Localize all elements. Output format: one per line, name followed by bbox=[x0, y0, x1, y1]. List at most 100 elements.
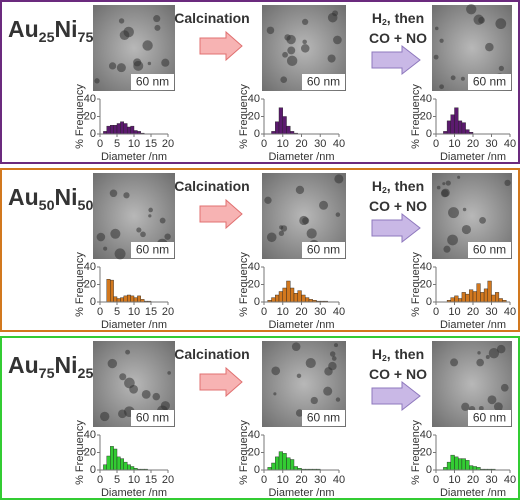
particle bbox=[123, 26, 134, 38]
text-part: CO + NO bbox=[369, 30, 427, 46]
x-tick-label: 5 bbox=[114, 474, 120, 486]
particle bbox=[302, 217, 310, 225]
x-tick-label: 10 bbox=[448, 474, 460, 486]
x-tick-label: 15 bbox=[145, 138, 157, 150]
particle bbox=[466, 4, 477, 15]
x-tick-label: 40 bbox=[504, 306, 516, 318]
text-part: , then bbox=[387, 178, 424, 194]
particle bbox=[496, 344, 506, 354]
bar bbox=[286, 125, 291, 135]
particle bbox=[148, 207, 153, 213]
particle bbox=[485, 42, 494, 52]
bar bbox=[472, 466, 477, 471]
bar bbox=[137, 295, 141, 303]
particle bbox=[327, 12, 338, 23]
subscript: 25 bbox=[39, 30, 55, 46]
bar bbox=[106, 125, 111, 135]
bar bbox=[458, 458, 463, 471]
bar bbox=[472, 291, 477, 303]
step-label: H2, then bbox=[372, 10, 424, 28]
x-tick-label: 0 bbox=[433, 474, 439, 486]
particle bbox=[485, 355, 490, 360]
particle bbox=[333, 343, 339, 348]
y-tick-label: 40 bbox=[420, 93, 432, 105]
y-axis-label: % Frequency bbox=[238, 420, 250, 485]
step-label: Calcination bbox=[174, 10, 249, 26]
particle bbox=[331, 356, 337, 361]
y-tick-label: 0 bbox=[254, 464, 260, 476]
subscript: 2 bbox=[382, 17, 387, 27]
text-part: Au bbox=[8, 184, 39, 210]
bar bbox=[454, 295, 459, 303]
bar bbox=[133, 130, 138, 135]
scale-bar-box bbox=[302, 242, 345, 258]
scale-bar-box bbox=[468, 410, 511, 426]
particle bbox=[141, 389, 151, 399]
bar bbox=[123, 461, 128, 471]
text-part: , then bbox=[387, 10, 424, 26]
particle bbox=[107, 358, 118, 369]
particle bbox=[495, 18, 507, 30]
y-tick-label: 40 bbox=[420, 429, 432, 441]
y-tick-label: 20 bbox=[248, 446, 260, 458]
scale-bar-label: 60 nm bbox=[473, 243, 506, 257]
y-tick-label: 20 bbox=[84, 278, 96, 290]
bar bbox=[126, 294, 131, 303]
bar bbox=[487, 280, 492, 303]
particle bbox=[319, 200, 329, 210]
bar bbox=[293, 293, 298, 303]
particle bbox=[498, 65, 504, 71]
bar bbox=[290, 459, 295, 471]
particle bbox=[266, 26, 275, 35]
text-part: CO + NO bbox=[369, 366, 427, 382]
particle bbox=[140, 231, 146, 238]
particle bbox=[280, 76, 288, 84]
scale-bar-label: 60 nm bbox=[307, 243, 340, 257]
y-tick-label: 20 bbox=[84, 110, 96, 122]
scale-bar-box bbox=[131, 242, 174, 258]
particle bbox=[124, 377, 135, 389]
x-tick-label: 30 bbox=[485, 138, 497, 150]
y-axis-label: % Frequency bbox=[74, 252, 86, 317]
sample-title: Au75Ni25 bbox=[8, 352, 93, 382]
bar bbox=[465, 129, 470, 135]
x-tick-label: 40 bbox=[504, 138, 516, 150]
scale-bar-label: 60 nm bbox=[473, 411, 506, 425]
scale-bar-box bbox=[302, 74, 345, 90]
sample-title: Au25Ni75 bbox=[8, 16, 93, 46]
particle bbox=[116, 63, 126, 73]
x-tick-label: 0 bbox=[261, 138, 267, 150]
bar bbox=[301, 294, 306, 303]
y-axis-label: % Frequency bbox=[238, 84, 250, 149]
particle bbox=[457, 175, 461, 179]
bar bbox=[286, 457, 291, 471]
x-tick-label: 30 bbox=[314, 138, 326, 150]
bar bbox=[106, 455, 111, 471]
bar bbox=[120, 121, 125, 135]
particle bbox=[335, 212, 341, 217]
y-axis-label: % Frequency bbox=[410, 84, 422, 149]
x-tick-label: 30 bbox=[314, 306, 326, 318]
scale-bar-box bbox=[131, 410, 174, 426]
subscript: 2 bbox=[382, 185, 387, 195]
particle bbox=[295, 409, 304, 417]
bar bbox=[293, 466, 298, 471]
bar bbox=[450, 454, 455, 471]
x-tick-label: 30 bbox=[485, 306, 497, 318]
bar bbox=[271, 462, 276, 471]
y-axis-label: % Frequency bbox=[410, 252, 422, 317]
y-tick-label: 40 bbox=[84, 429, 96, 441]
x-tick-label: 20 bbox=[467, 306, 479, 318]
particle bbox=[108, 62, 117, 70]
x-axis-label: Diameter /nm bbox=[101, 487, 167, 499]
bar bbox=[103, 464, 108, 471]
particle bbox=[476, 358, 484, 367]
step-label: Calcination bbox=[174, 346, 249, 362]
bar bbox=[278, 451, 283, 471]
step-label: Calcination bbox=[174, 178, 249, 194]
sample-title: Au50Ni50 bbox=[8, 184, 93, 214]
x-tick-label: 0 bbox=[97, 138, 103, 150]
bar bbox=[123, 123, 128, 135]
x-tick-label: 5 bbox=[114, 138, 120, 150]
bar bbox=[282, 453, 287, 471]
